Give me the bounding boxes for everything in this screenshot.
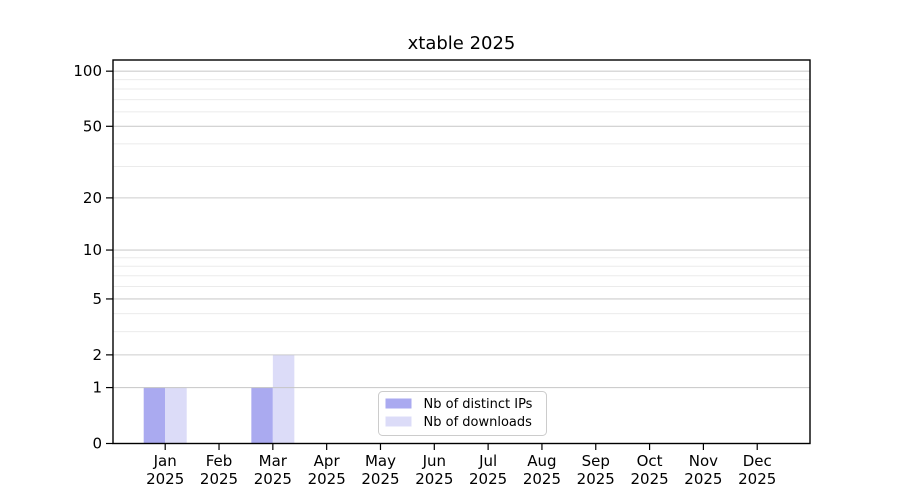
y-tick-label-5: 5 [92,290,102,308]
x-tick-year-sep: 2025 [577,470,615,488]
legend-label-nb-of-distinct-ips: Nb of distinct IPs [424,397,533,412]
y-tick-label-100: 100 [73,62,102,80]
x-tick-label-feb: Feb [206,452,233,470]
x-tick-label-sep: Sep [582,452,610,470]
legend-swatch-nb-of-distinct-ips [385,398,412,409]
y-tick-label-50: 50 [83,117,102,135]
x-tick-label-dec: Dec [743,452,772,470]
x-tick-label-jun: Jun [422,452,446,470]
legend-label-nb-of-downloads: Nb of downloads [424,415,533,430]
x-tick-label-oct: Oct [637,452,663,470]
bar-jan-nb-of-downloads [165,387,187,444]
bar-mar-nb-of-distinct-ips [251,387,273,444]
y-tick-label-20: 20 [83,189,102,207]
legend-box [378,391,547,436]
chart-title: xtable 2025 [407,33,516,54]
x-tick-label-mar: Mar [259,452,288,470]
x-tick-label-jul: Jul [478,452,497,470]
y-tick-label-10: 10 [83,241,102,259]
y-tick-label-2: 2 [92,346,102,364]
x-tick-label-nov: Nov [689,452,718,470]
plot-area [113,60,810,444]
x-tick-year-dec: 2025 [738,470,776,488]
x-tick-label-may: May [365,452,396,470]
x-tick-year-jul: 2025 [469,470,507,488]
x-tick-year-may: 2025 [361,470,399,488]
x-tick-year-aug: 2025 [523,470,561,488]
bar-jan-nb-of-distinct-ips [143,387,166,444]
x-tick-year-apr: 2025 [308,470,346,488]
plot-border [112,59,811,445]
bar-mar-nb-of-downloads [272,354,295,444]
y-tick-label-0: 0 [92,435,102,453]
x-tick-year-jan: 2025 [146,470,184,488]
x-tick-year-nov: 2025 [684,470,722,488]
x-tick-year-feb: 2025 [200,470,238,488]
x-tick-label-jan: Jan [153,452,177,470]
x-tick-year-jun: 2025 [415,470,453,488]
x-tick-label-apr: Apr [314,452,341,470]
x-tick-year-mar: 2025 [254,470,292,488]
legend-swatch-nb-of-downloads [385,416,412,427]
x-tick-label-aug: Aug [527,452,556,470]
y-tick-label-1: 1 [92,379,102,397]
x-tick-year-oct: 2025 [630,470,668,488]
